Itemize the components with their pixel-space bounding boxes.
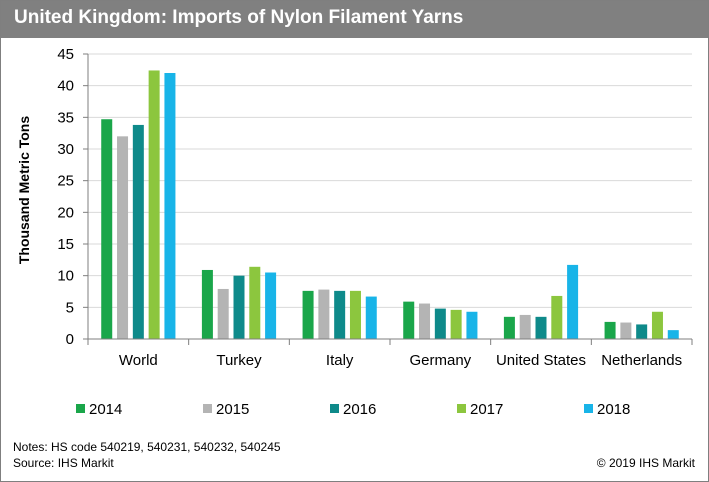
y-tick-labels: 0 5 10 15 20 25 30 35 40 45 bbox=[57, 46, 74, 348]
bar-germany-2014 bbox=[403, 301, 415, 339]
y-tick-label: 5 bbox=[66, 299, 74, 316]
copyright-text: © 2019 IHS Markit bbox=[596, 456, 695, 470]
bar-italy-2016 bbox=[334, 290, 346, 339]
x-tick-label: Turkey bbox=[216, 352, 262, 369]
y-tick-label: 0 bbox=[66, 331, 74, 348]
legend-swatch-2014 bbox=[76, 404, 85, 413]
bar-netherlands-2016 bbox=[636, 324, 648, 339]
legend-swatch-2015 bbox=[203, 404, 212, 413]
y-tick-label: 10 bbox=[57, 268, 74, 285]
y-tick-label: 15 bbox=[57, 236, 74, 253]
bar-turkey-2015 bbox=[217, 288, 229, 339]
x-tick-label: Germany bbox=[409, 352, 471, 369]
bar-germany-2017 bbox=[450, 309, 462, 339]
bar-world-2017 bbox=[148, 70, 160, 339]
legend-label-2017: 2017 bbox=[470, 401, 503, 418]
legend-swatch-2018 bbox=[584, 404, 593, 413]
bar-netherlands-2015 bbox=[620, 322, 632, 339]
bar-turkey-2016 bbox=[233, 275, 245, 339]
bar-netherlands-2017 bbox=[651, 311, 663, 339]
bars bbox=[101, 70, 679, 339]
x-tick-labels: World Turkey Italy Germany United States Neth… bbox=[119, 352, 682, 369]
bar-italy-2017 bbox=[349, 290, 361, 339]
y-tick-label: 40 bbox=[57, 78, 74, 95]
axes bbox=[83, 53, 693, 345]
bar-world-2015 bbox=[117, 136, 129, 339]
bar-italy-2014 bbox=[302, 290, 314, 339]
bar-germany-2016 bbox=[434, 308, 446, 339]
bar-world-2018 bbox=[164, 73, 176, 339]
title-bar: United Kingdom: Imports of Nylon Filamen… bbox=[1, 1, 708, 38]
bar-italy-2015 bbox=[318, 289, 330, 339]
y-tick-label: 25 bbox=[57, 173, 74, 190]
y-tick-label: 35 bbox=[57, 109, 74, 126]
bar-germany-2015 bbox=[419, 303, 431, 339]
bar-united-states-2017 bbox=[551, 295, 563, 339]
y-tick-label: 30 bbox=[57, 141, 74, 158]
x-tick-label: World bbox=[119, 352, 158, 369]
bar-netherlands-2014 bbox=[604, 321, 616, 339]
legend: 2014 2015 2016 2017 2018 bbox=[76, 401, 630, 418]
y-tick-label: 45 bbox=[57, 46, 74, 63]
bar-united-states-2016 bbox=[535, 316, 547, 339]
legend-label-2014: 2014 bbox=[89, 401, 122, 418]
notes-text: Notes: HS code 540219, 540231, 540232, 5… bbox=[13, 440, 281, 454]
bar-world-2016 bbox=[132, 124, 144, 339]
source-text: Source: IHS Markit bbox=[13, 456, 114, 470]
legend-label-2016: 2016 bbox=[343, 401, 376, 418]
x-tick-label: United States bbox=[496, 352, 586, 369]
bar-united-states-2014 bbox=[503, 316, 515, 339]
bar-germany-2018 bbox=[466, 311, 478, 339]
bar-united-states-2015 bbox=[519, 314, 531, 339]
bar-netherlands-2018 bbox=[667, 330, 679, 339]
bar-turkey-2014 bbox=[201, 269, 213, 339]
bar-united-states-2018 bbox=[567, 264, 579, 339]
bar-italy-2018 bbox=[365, 296, 377, 339]
legend-label-2015: 2015 bbox=[216, 401, 249, 418]
bar-turkey-2017 bbox=[249, 266, 261, 339]
chart-title: United Kingdom: Imports of Nylon Filamen… bbox=[14, 7, 464, 28]
legend-label-2018: 2018 bbox=[597, 401, 630, 418]
y-tick-label: 20 bbox=[57, 204, 74, 221]
legend-swatch-2016 bbox=[330, 404, 339, 413]
x-tick-label: Italy bbox=[326, 352, 354, 369]
bar-turkey-2018 bbox=[265, 272, 277, 339]
x-tick-label: Netherlands bbox=[601, 352, 682, 369]
bar-world-2014 bbox=[101, 119, 113, 339]
legend-swatch-2017 bbox=[457, 404, 466, 413]
y-axis-label: Thousand Metric Tons bbox=[16, 116, 32, 265]
gridlines bbox=[88, 53, 692, 308]
